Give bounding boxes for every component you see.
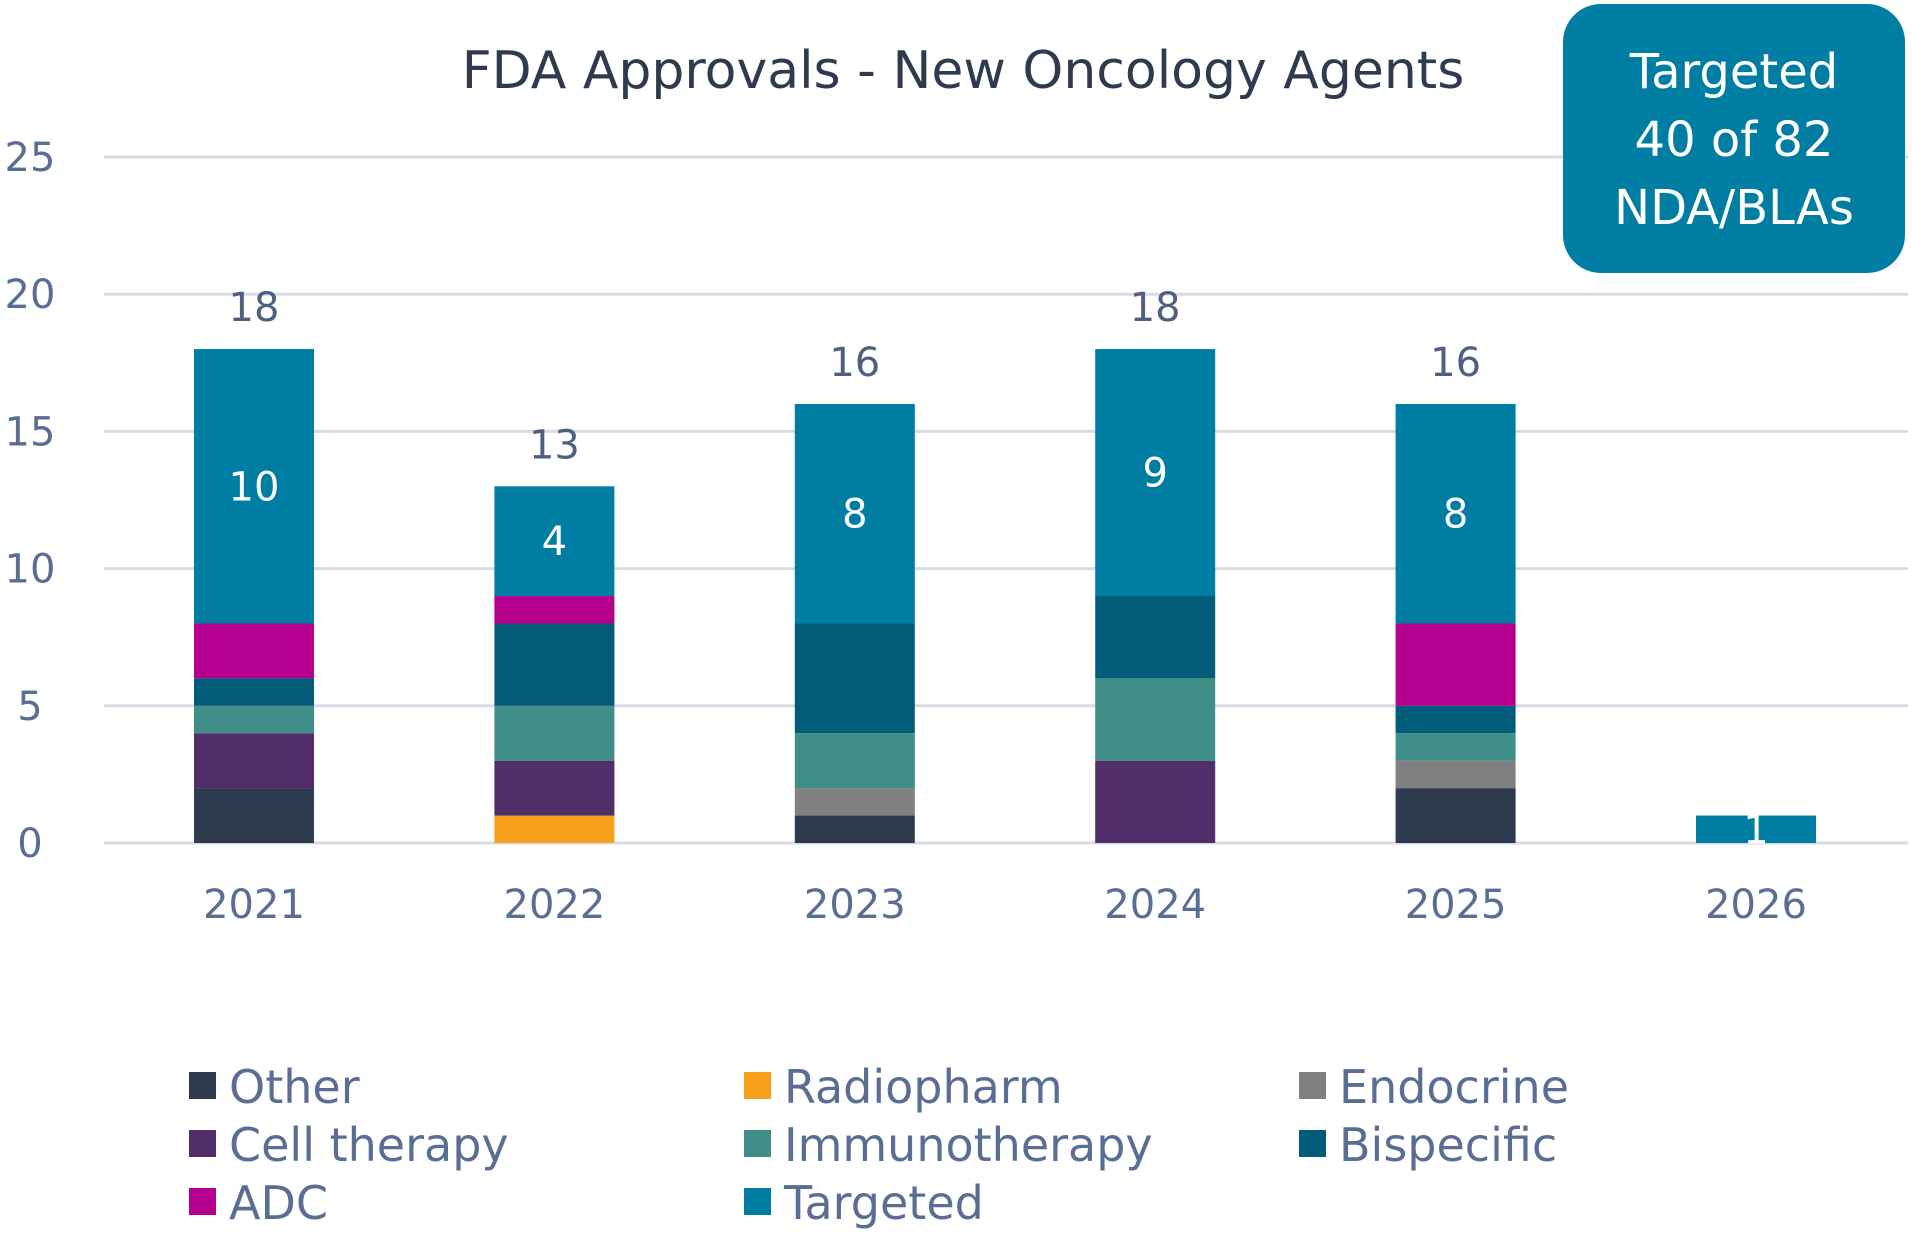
legend-item-radiopharm: Radiopharm [744, 1060, 1063, 1114]
bar-segment-other-2023 [794, 815, 915, 843]
legend-swatch [1299, 1130, 1326, 1157]
y-tick-label: 5 [17, 684, 42, 730]
bar-segment-endocrine-2025 [1395, 760, 1516, 789]
callout-line-2: 40 of 82 [1635, 112, 1834, 168]
y-tick-label: 10 [5, 547, 56, 593]
legend-item-other: Other [189, 1060, 360, 1114]
targeted-data-label: 8 [842, 492, 867, 538]
bar-segment-targeted-2023 [794, 403, 915, 624]
callout-line-1: Targeted [1629, 44, 1839, 100]
callout-line-3: NDA/BLAs [1614, 180, 1854, 236]
bar-segment-targeted-2026 [1696, 815, 1816, 843]
bar-segment-endocrine-2023 [794, 788, 915, 816]
bar-segment-adc-2021 [194, 623, 314, 679]
legend-swatch [189, 1188, 216, 1215]
x-tick-label: 2025 [1405, 882, 1507, 928]
x-tick-label: 2023 [804, 882, 906, 928]
legend-swatch [189, 1072, 216, 1099]
legend-item-targeted: Targeted [744, 1176, 984, 1230]
total-label: 18 [1130, 285, 1181, 331]
total-label: 16 [1430, 340, 1481, 386]
legend-label: Endocrine [1339, 1060, 1569, 1114]
bar-segment-targeted-2025 [1395, 403, 1516, 624]
legend-swatch [744, 1130, 771, 1157]
legend: Other Radiopharm Endocrine Cell therapy Immu… [189, 1060, 1569, 1230]
bar-segment-immunotherapy-2021 [194, 705, 314, 734]
x-tick-label: 2026 [1705, 882, 1807, 928]
bar-segment-immunotherapy-2025 [1395, 733, 1516, 761]
total-label: 18 [229, 285, 280, 331]
bar-segment-adc-2022 [494, 596, 615, 624]
bar-segment-targeted-2021 [194, 349, 314, 624]
y-tick-label: 0 [17, 821, 42, 867]
targeted-data-label: 4 [542, 519, 567, 565]
bar-segment-cell-therapy-2021 [194, 733, 314, 789]
legend-label: Radiopharm [784, 1060, 1063, 1114]
bar-segment-bispecific-2025 [1395, 705, 1516, 734]
legend-swatch [1299, 1072, 1326, 1099]
legend-label: Cell therapy [229, 1118, 509, 1172]
legend-item-bispecific: Bispecific [1299, 1118, 1557, 1172]
bar-segment-targeted-2024 [1095, 349, 1216, 597]
legend-label: Other [229, 1060, 360, 1114]
bar-segment-adc-2025 [1395, 623, 1516, 706]
bar-segment-immunotherapy-2023 [794, 733, 915, 789]
bar-segment-other-2025 [1395, 788, 1516, 843]
targeted-callout-box: Targeted 40 of 82 NDA/BLAs [1563, 4, 1905, 273]
bar-segment-cell-therapy-2022 [494, 760, 615, 816]
total-label: 16 [829, 340, 880, 386]
bar-segment-cell-therapy-2024 [1095, 760, 1216, 843]
legend-item-immunotherapy: Immunotherapy [744, 1118, 1153, 1172]
legend-swatch [744, 1072, 771, 1099]
x-tick-label: 2024 [1104, 882, 1206, 928]
y-tick-label: 20 [5, 272, 56, 318]
total-label: 13 [529, 422, 580, 468]
x-tick-label: 2022 [504, 882, 606, 928]
legend-label: Immunotherapy [784, 1118, 1153, 1172]
bar-segment-radiopharm-2022 [494, 815, 615, 843]
chart-title: FDA Approvals - New Oncology Agents [462, 41, 1465, 101]
legend-item-adc: ADC [189, 1176, 328, 1230]
y-tick-label: 25 [5, 135, 56, 181]
bar-segment-bispecific-2023 [794, 623, 915, 734]
bar-segment-bispecific-2021 [194, 678, 314, 706]
targeted-data-label: 1 [1743, 807, 1768, 853]
bar-segment-bispecific-2024 [1095, 596, 1216, 679]
legend-label: Targeted [783, 1176, 984, 1230]
targeted-data-label: 10 [229, 464, 280, 510]
targeted-data-label: 8 [1443, 492, 1468, 538]
legend-label: Bispecific [1339, 1118, 1557, 1172]
y-tick-label: 15 [5, 409, 56, 455]
x-tick-label: 2021 [203, 882, 305, 928]
bar-segment-other-2021 [194, 788, 314, 843]
legend-item-cell-therapy: Cell therapy [189, 1118, 509, 1172]
legend-swatch [189, 1130, 216, 1157]
targeted-data-label: 9 [1142, 451, 1167, 497]
bar-segment-immunotherapy-2024 [1095, 678, 1216, 761]
bar-segment-bispecific-2022 [494, 623, 615, 706]
bar-segment-targeted-2022 [494, 486, 615, 597]
legend-item-endocrine: Endocrine [1299, 1060, 1569, 1114]
legend-swatch [744, 1188, 771, 1215]
bar-segment-immunotherapy-2022 [494, 705, 615, 761]
legend-label: ADC [229, 1176, 328, 1230]
